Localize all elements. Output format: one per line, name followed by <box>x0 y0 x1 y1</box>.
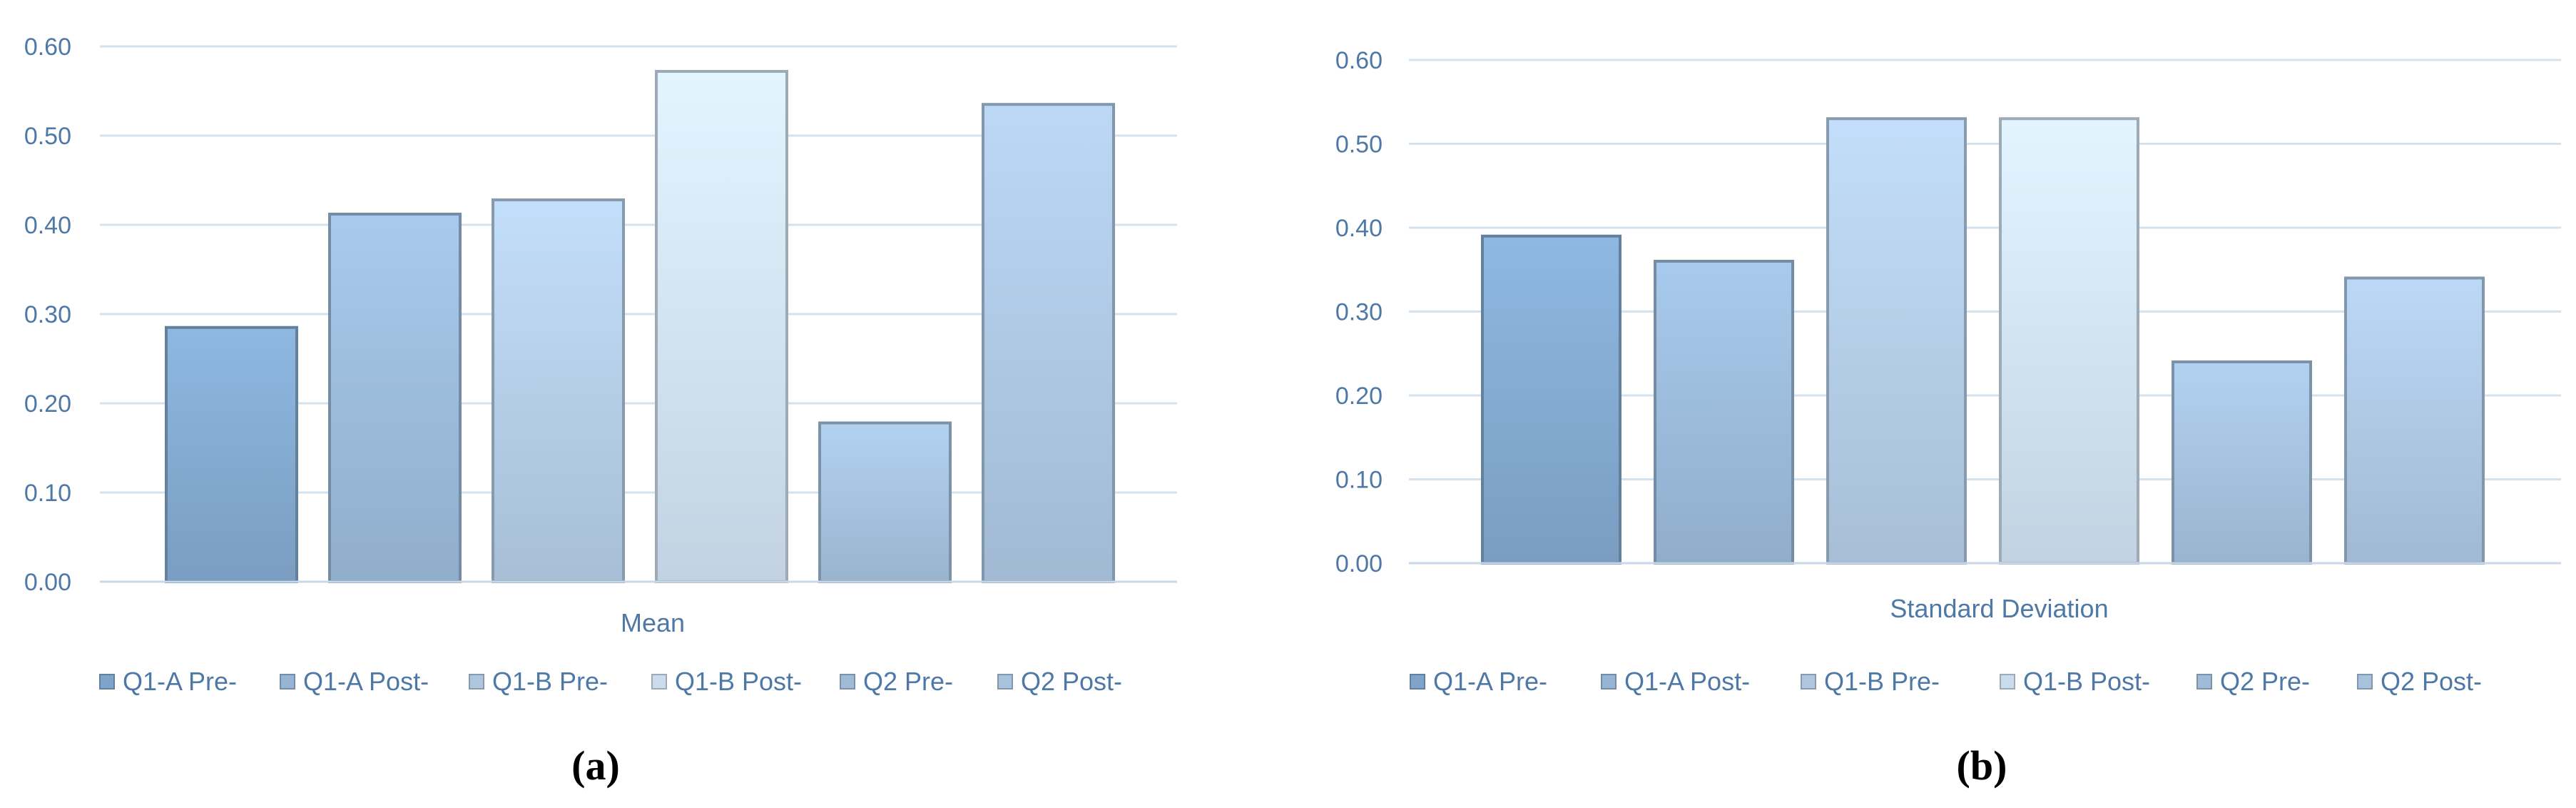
y-tick-label: 0.20 <box>1335 383 1383 410</box>
x-axis-label: Mean <box>621 608 685 637</box>
bar-q2-post <box>2344 276 2485 565</box>
y-tick-label: 0.30 <box>24 301 71 328</box>
legend-swatch <box>280 674 295 690</box>
legend-label: Q2 Pre- <box>2220 667 2310 696</box>
legend-swatch <box>1601 674 1617 690</box>
legend-swatch <box>1801 674 1816 690</box>
bar-q1-a-pre <box>165 325 298 583</box>
y-tick-label: 0.00 <box>1335 550 1383 577</box>
bar-q1-a-pre <box>1481 234 1622 565</box>
legend-swatch <box>2196 674 2212 690</box>
panel-caption: (a) <box>571 742 620 789</box>
bar-q2-pre <box>2172 360 2312 565</box>
bar-q1-b-pre <box>492 198 625 583</box>
y-tick-label: 0.20 <box>24 390 71 418</box>
y-tick-label: 0.10 <box>1335 467 1383 494</box>
bar-q2-post <box>982 103 1115 583</box>
x-axis-label: Standard Deviation <box>1890 594 2108 623</box>
legend-swatch <box>997 674 1013 690</box>
legend-swatch <box>2000 674 2015 690</box>
bar-q1-b-post <box>1999 117 2139 565</box>
y-tick-label: 0.50 <box>24 123 71 150</box>
legend-label: Q1-B Post- <box>2023 667 2150 696</box>
legend-label: Q1-B Pre- <box>492 667 608 696</box>
bar-q1-a-post <box>328 213 462 583</box>
bar-q1-b-post <box>655 70 788 583</box>
legend-label: Q1-A Pre- <box>123 667 237 696</box>
legend-swatch <box>1410 674 1425 690</box>
bar-q1-a-post <box>1654 260 1794 565</box>
legend-swatch <box>651 674 667 690</box>
legend-swatch <box>840 674 855 690</box>
y-tick-label: 0.60 <box>1335 47 1383 74</box>
legend-label: Q1-B Post- <box>675 667 802 696</box>
chart-panel-b: 0.00 0.10 0.20 0.30 0.40 0.50 0.60 Standard Dev… <box>1335 47 2561 789</box>
bar-q2-pre <box>818 421 952 583</box>
legend-label: Q1-A Post- <box>303 667 429 696</box>
legend-swatch <box>2357 674 2373 690</box>
legend-label: Q1-B Pre- <box>1824 667 1940 696</box>
legend-label: Q2 Pre- <box>863 667 953 696</box>
legend-label: Q2 Post- <box>1021 667 1122 696</box>
legend-swatch <box>469 674 484 690</box>
legend-label: Q1-A Post- <box>1624 667 1750 696</box>
legend-label: Q2 Post- <box>2381 667 2482 696</box>
panel-caption: (b) <box>1957 742 2007 789</box>
chart-panel-a: 0.00 0.10 0.20 0.30 0.40 0.50 0.60 Mean Q1-A Pre… <box>24 34 1177 789</box>
y-tick-label: 0.10 <box>24 480 71 507</box>
legend-swatch <box>99 674 115 690</box>
bar-q1-b-pre <box>1826 117 1967 565</box>
y-tick-label: 0.60 <box>24 34 71 61</box>
y-tick-label: 0.50 <box>1335 131 1383 158</box>
y-tick-label: 0.00 <box>24 569 71 596</box>
legend-label: Q1-A Pre- <box>1433 667 1547 696</box>
y-tick-label: 0.40 <box>24 212 71 239</box>
y-tick-label: 0.40 <box>1335 215 1383 242</box>
y-tick-label: 0.30 <box>1335 299 1383 326</box>
